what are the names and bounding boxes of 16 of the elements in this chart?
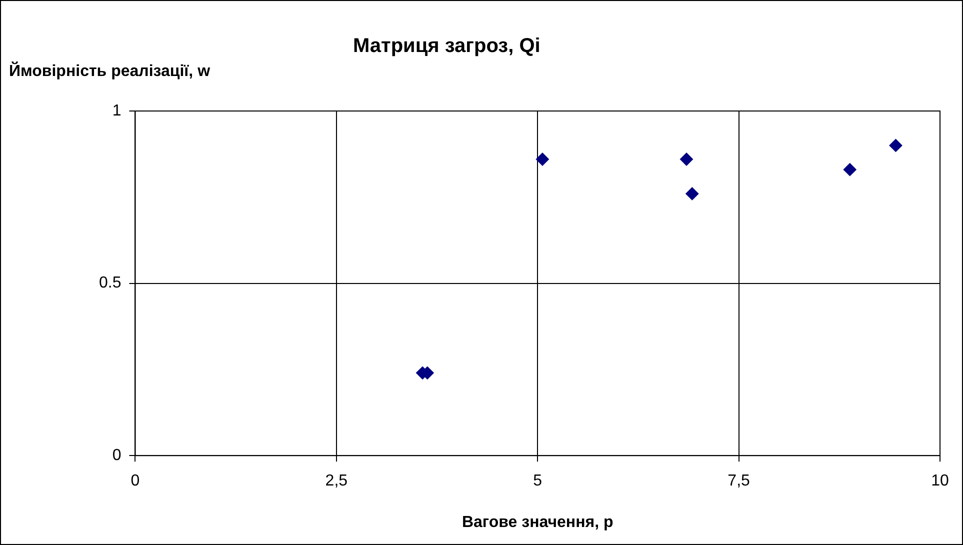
- point: [889, 138, 902, 152]
- y-axis-title: Ймовірність реалізації, w: [9, 63, 210, 81]
- x-tick-label: 10: [931, 472, 949, 490]
- y-tick-label: 1: [112, 102, 122, 120]
- x-tick-label: 2,5: [325, 472, 348, 490]
- x-tick-label: 7,5: [728, 472, 750, 490]
- chart-title: Матриця загроз, Qi: [353, 35, 540, 58]
- point: [680, 152, 693, 166]
- x-axis-title: Вагове значення, p: [462, 514, 614, 531]
- x-tick-label: 5: [533, 472, 542, 490]
- y-tick-label: 0.5: [98, 274, 122, 292]
- point: [843, 163, 856, 176]
- x-tick-label: 0: [130, 472, 140, 490]
- y-tick-label: 0: [112, 447, 122, 464]
- point: [686, 187, 699, 200]
- point: [536, 152, 549, 166]
